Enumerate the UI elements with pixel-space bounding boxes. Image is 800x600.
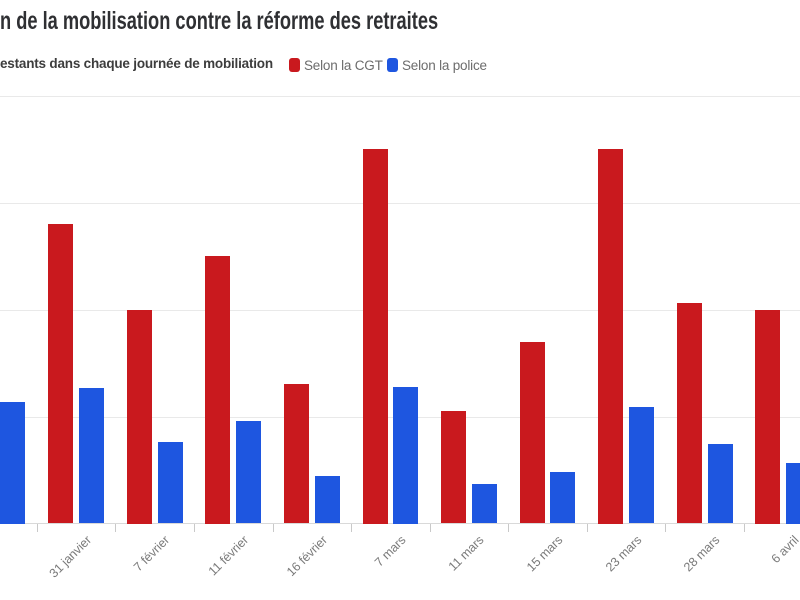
x-axis-label: 6 avril (768, 533, 800, 566)
bar-cgt-16-février[interactable] (283, 384, 309, 524)
x-axis-tick (586, 524, 588, 532)
x-axis-tick (351, 524, 353, 532)
page-title: n de la mobilisation contre la réforme d… (0, 7, 439, 35)
gridline (0, 202, 800, 204)
x-axis-tick (429, 524, 431, 532)
x-axis-tick (115, 524, 117, 532)
bar-police-23-mars[interactable] (629, 406, 654, 524)
x-axis-tick (665, 524, 667, 532)
x-axis-label: 23 mars (602, 533, 644, 575)
bar-cgt-11-février[interactable] (205, 256, 231, 524)
bar-cgt-7-mars[interactable] (362, 149, 388, 524)
bar-cgt-7-février[interactable] (126, 309, 152, 524)
bar-police-6-avril[interactable] (786, 462, 800, 524)
bar-police-15-mars[interactable] (550, 472, 576, 524)
gridline (0, 95, 800, 97)
x-axis-tick (272, 524, 274, 532)
bar-police-16-février[interactable] (314, 476, 340, 524)
chart-subtitle: estants dans chaque journée de mobiliati… (0, 56, 273, 71)
bar-cgt-23-mars[interactable] (598, 149, 624, 524)
bar-cgt-15-mars[interactable] (519, 341, 545, 524)
x-axis-label: 7 mars (371, 533, 409, 570)
bar-police-cut[interactable] (0, 401, 26, 524)
x-axis-label: 11 mars (446, 533, 487, 574)
legend-label-police: Selon la police (402, 57, 487, 73)
gridline (0, 309, 800, 311)
x-axis-label: 31 janvier (46, 533, 94, 581)
bar-police-11-mars[interactable] (471, 483, 497, 524)
x-axis-tick (743, 524, 745, 532)
x-axis-label: 16 février (283, 533, 330, 580)
x-axis-tick (194, 524, 195, 532)
x-axis-baseline (0, 523, 800, 524)
legend-label-cgt: Selon la CGT (304, 57, 383, 73)
bar-police-7-mars[interactable] (393, 386, 419, 524)
legend-swatch-cgt-icon (289, 58, 300, 72)
bar-police-7-février[interactable] (157, 442, 183, 524)
x-axis-label: 11 février (205, 533, 252, 579)
x-axis-label: 7 février (131, 533, 173, 575)
bar-police-31-janvier[interactable] (79, 387, 104, 524)
bar-cgt-31-janvier[interactable] (48, 223, 74, 524)
bar-police-28-mars[interactable] (707, 444, 733, 524)
x-axis-label: 15 mars (524, 533, 566, 575)
x-axis-label: 28 mars (681, 533, 723, 575)
bar-cgt-6-avril[interactable] (755, 309, 781, 524)
bar-police-11-février[interactable] (236, 420, 262, 524)
bar-cgt-11-mars[interactable] (441, 411, 466, 524)
legend-swatch-police-icon (387, 58, 398, 72)
x-axis-tick (508, 524, 510, 532)
bar-cgt-28-mars[interactable] (676, 303, 702, 524)
x-axis-tick (36, 524, 38, 532)
